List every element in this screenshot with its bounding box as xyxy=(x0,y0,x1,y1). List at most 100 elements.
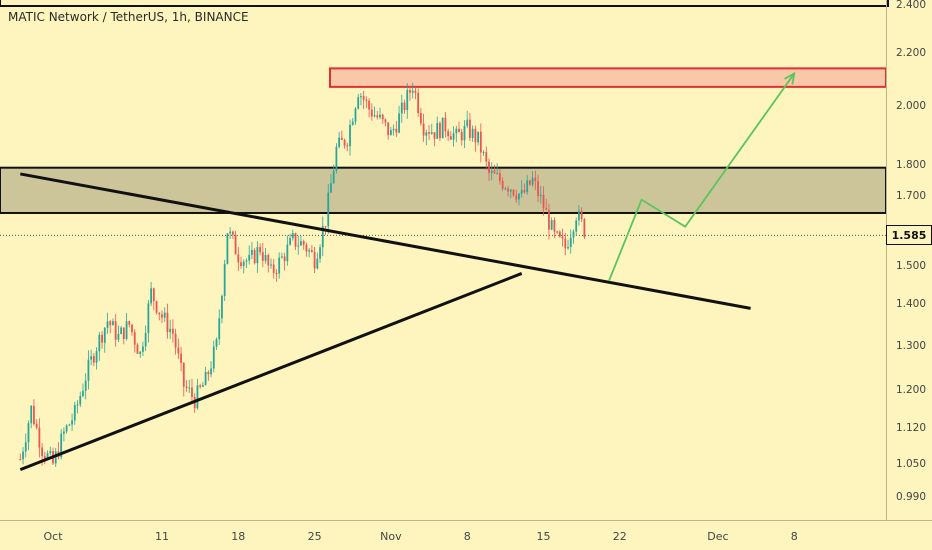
candle-body xyxy=(365,99,368,101)
candle-body xyxy=(35,424,38,428)
candle-body xyxy=(346,145,349,147)
candle-body xyxy=(403,102,406,111)
candle-body xyxy=(496,173,499,175)
candle-body xyxy=(449,136,452,140)
candle-body xyxy=(166,312,169,333)
candle-body xyxy=(490,170,493,173)
candle-body xyxy=(242,261,245,267)
candle-body xyxy=(330,183,332,193)
candle-body xyxy=(95,351,98,363)
price-tick-label: 1.500 xyxy=(895,259,926,272)
candle-body xyxy=(43,456,46,459)
candle-body xyxy=(433,132,436,139)
candle-body xyxy=(425,132,428,136)
candle-body xyxy=(474,128,477,143)
candle-body xyxy=(499,173,501,181)
price-tick-label: 2.200 xyxy=(895,47,926,59)
candle-body xyxy=(142,346,144,352)
time-axis-divider xyxy=(0,520,932,521)
candle-body xyxy=(199,385,202,387)
candle-body xyxy=(223,263,226,296)
candle-body xyxy=(155,301,158,313)
candle-body xyxy=(82,390,84,397)
candle-body xyxy=(71,420,73,425)
candle-body xyxy=(63,431,65,434)
candle-body xyxy=(550,220,553,230)
candle-body xyxy=(144,333,147,347)
candle-body xyxy=(340,137,343,140)
candle-body xyxy=(231,231,234,235)
candle-body xyxy=(569,237,572,247)
candle-body xyxy=(128,321,131,325)
top-frame-line xyxy=(0,0,889,7)
candle-body xyxy=(291,233,294,239)
candle-body xyxy=(520,189,523,194)
candle-body xyxy=(509,189,512,192)
candle-body xyxy=(515,195,518,200)
candle-body xyxy=(398,113,400,133)
candle-body xyxy=(542,194,545,209)
candle-body xyxy=(169,328,172,333)
candle-body xyxy=(376,115,379,118)
candle-body xyxy=(313,251,316,269)
candle-body xyxy=(392,128,395,131)
candle-body xyxy=(537,181,539,197)
candle-body xyxy=(253,250,256,264)
candle-body xyxy=(264,254,267,261)
candle-body xyxy=(553,220,556,232)
candle-body xyxy=(302,241,305,245)
candle-body xyxy=(147,303,150,334)
candle-body xyxy=(417,92,420,114)
candle-body xyxy=(362,96,365,100)
time-tick-label: 25 xyxy=(307,530,322,543)
candle-body xyxy=(422,123,425,136)
candle-body xyxy=(275,272,278,274)
candle-body xyxy=(400,102,403,114)
price-tick-label: 1.700 xyxy=(895,190,926,203)
candle-body xyxy=(19,459,22,461)
candle-body xyxy=(327,192,330,227)
candle-body xyxy=(68,424,71,426)
candle-body xyxy=(351,121,354,125)
projection-arrowhead xyxy=(784,71,796,85)
descending-trendline xyxy=(20,172,751,310)
price-tick-label: 1.120 xyxy=(895,422,926,435)
candle-body xyxy=(507,188,509,192)
candle-body xyxy=(501,180,504,189)
candle-body xyxy=(251,250,253,255)
candle-body xyxy=(245,260,248,262)
candle-body xyxy=(545,208,548,210)
candle-body xyxy=(131,324,133,333)
last-price-tag: 1.585 xyxy=(886,225,932,246)
candle-body xyxy=(512,189,515,196)
candle-body xyxy=(174,333,177,348)
candle-body xyxy=(414,90,417,93)
projection-path xyxy=(608,73,795,282)
price-tick-label: 1.400 xyxy=(895,298,926,311)
candle-body xyxy=(229,231,232,234)
candle-body xyxy=(548,209,550,230)
candle-body xyxy=(561,236,564,239)
candle-body xyxy=(204,372,207,385)
candle-body xyxy=(357,97,360,109)
candle-body xyxy=(477,131,479,143)
candle-body xyxy=(33,405,35,425)
candle-body xyxy=(150,288,152,304)
candle-body xyxy=(267,254,270,266)
candle-body xyxy=(49,451,52,454)
candle-body xyxy=(479,131,482,153)
candle-body xyxy=(256,247,259,264)
candle-body xyxy=(370,109,373,117)
candle-body xyxy=(125,321,128,340)
candle-body xyxy=(460,132,463,141)
candle-body xyxy=(406,90,409,111)
candle-body xyxy=(272,264,275,273)
candle-body xyxy=(419,113,422,124)
candle-body xyxy=(526,180,529,193)
candle-body xyxy=(109,321,112,326)
candle-body xyxy=(103,327,106,343)
candle-body xyxy=(22,451,24,460)
price-tick-label: 1.300 xyxy=(895,339,926,352)
time-tick-label: 8 xyxy=(463,530,471,543)
